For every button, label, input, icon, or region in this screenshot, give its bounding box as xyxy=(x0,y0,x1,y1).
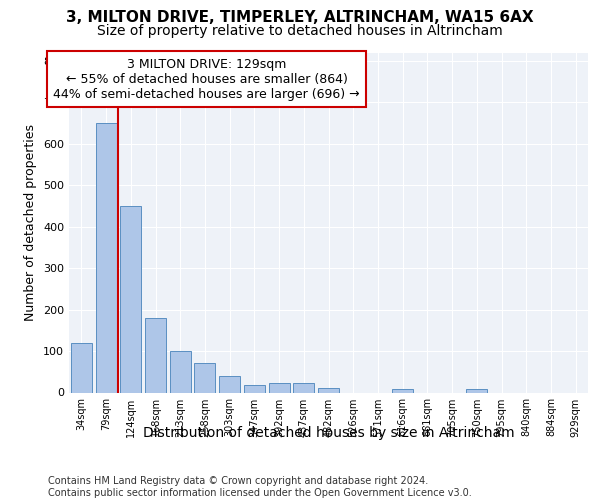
Bar xyxy=(269,382,290,392)
Y-axis label: Number of detached properties: Number of detached properties xyxy=(25,124,37,321)
Bar xyxy=(71,342,92,392)
Bar xyxy=(219,376,240,392)
Bar xyxy=(293,382,314,392)
Text: Distribution of detached houses by size in Altrincham: Distribution of detached houses by size … xyxy=(143,426,515,440)
Bar xyxy=(95,123,116,392)
Bar xyxy=(318,388,339,392)
Bar xyxy=(244,385,265,392)
Text: Size of property relative to detached houses in Altrincham: Size of property relative to detached ho… xyxy=(97,24,503,38)
Bar xyxy=(170,351,191,393)
Text: 3 MILTON DRIVE: 129sqm
← 55% of detached houses are smaller (864)
44% of semi-de: 3 MILTON DRIVE: 129sqm ← 55% of detached… xyxy=(53,58,360,100)
Bar xyxy=(466,389,487,392)
Text: Contains HM Land Registry data © Crown copyright and database right 2024.
Contai: Contains HM Land Registry data © Crown c… xyxy=(48,476,472,498)
Bar xyxy=(145,318,166,392)
Bar xyxy=(392,389,413,392)
Bar xyxy=(194,364,215,392)
Bar xyxy=(120,206,141,392)
Text: 3, MILTON DRIVE, TIMPERLEY, ALTRINCHAM, WA15 6AX: 3, MILTON DRIVE, TIMPERLEY, ALTRINCHAM, … xyxy=(66,10,534,25)
